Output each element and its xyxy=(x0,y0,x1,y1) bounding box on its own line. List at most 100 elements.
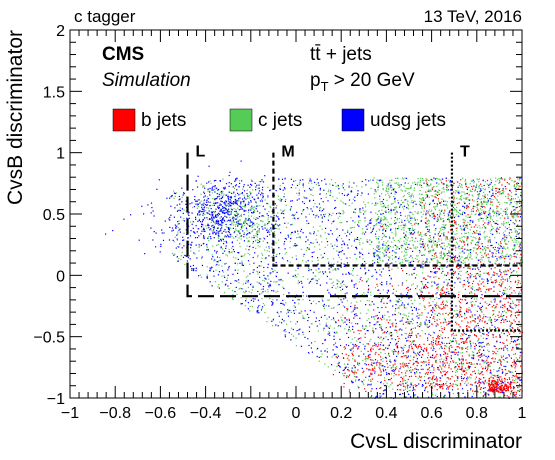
data-point xyxy=(411,318,413,320)
data-point xyxy=(504,346,506,348)
data-point xyxy=(413,200,415,202)
data-point xyxy=(484,227,486,229)
data-point xyxy=(376,314,378,316)
data-point xyxy=(519,325,521,328)
data-point xyxy=(371,316,373,318)
data-point xyxy=(405,355,407,357)
data-point xyxy=(223,292,226,294)
data-point xyxy=(375,323,377,325)
data-point xyxy=(444,352,446,354)
data-point xyxy=(229,191,231,194)
data-point xyxy=(478,242,480,244)
data-point xyxy=(385,263,387,265)
data-point xyxy=(247,201,250,203)
data-point xyxy=(351,311,353,313)
data-point xyxy=(470,388,472,390)
data-point xyxy=(352,381,354,383)
data-point xyxy=(373,370,375,372)
data-point xyxy=(384,218,386,220)
data-point xyxy=(443,384,445,386)
data-point xyxy=(439,313,441,315)
data-point xyxy=(466,379,468,381)
data-point xyxy=(473,182,475,184)
data-point xyxy=(428,385,430,387)
data-point xyxy=(395,368,397,370)
data-point xyxy=(476,241,478,243)
data-point xyxy=(307,278,309,280)
data-point xyxy=(263,270,265,273)
data-point xyxy=(335,356,337,358)
data-point xyxy=(405,187,407,189)
data-point xyxy=(420,232,422,234)
data-point xyxy=(497,195,499,197)
data-point xyxy=(230,212,232,214)
data-point xyxy=(464,299,466,301)
data-point xyxy=(449,258,451,260)
data-point xyxy=(511,390,513,392)
data-point xyxy=(459,314,461,316)
data-point xyxy=(393,220,396,222)
data-point xyxy=(490,300,492,302)
data-point xyxy=(289,261,291,263)
data-point xyxy=(250,225,252,227)
data-point xyxy=(382,259,384,262)
data-point xyxy=(452,201,455,204)
data-point xyxy=(318,278,320,280)
data-point xyxy=(502,390,504,392)
data-point xyxy=(355,307,357,309)
data-point xyxy=(500,284,502,286)
data-point xyxy=(474,304,476,306)
data-point xyxy=(196,205,198,207)
data-point xyxy=(298,217,300,219)
data-point xyxy=(319,225,321,227)
data-point xyxy=(458,185,460,187)
data-point xyxy=(439,257,441,259)
data-point xyxy=(457,224,460,226)
data-point xyxy=(354,297,356,299)
data-point xyxy=(493,380,496,382)
data-point xyxy=(382,244,384,247)
data-point xyxy=(331,233,333,235)
data-point xyxy=(514,370,517,372)
data-point xyxy=(449,361,452,363)
data-point xyxy=(301,311,303,313)
data-point xyxy=(271,325,274,327)
data-point xyxy=(436,244,438,246)
data-point xyxy=(495,255,497,257)
data-point xyxy=(427,212,429,214)
data-point xyxy=(282,280,284,282)
data-point xyxy=(234,187,236,189)
data-point xyxy=(454,249,457,251)
data-point xyxy=(319,207,321,209)
data-point xyxy=(433,238,435,240)
data-point xyxy=(398,389,400,391)
data-point xyxy=(454,216,456,218)
data-point xyxy=(450,302,452,305)
data-point xyxy=(226,277,229,279)
data-point xyxy=(500,285,502,287)
data-point xyxy=(430,343,432,345)
data-point xyxy=(311,323,313,325)
data-point xyxy=(444,248,446,250)
data-point xyxy=(461,212,464,214)
data-point xyxy=(439,255,442,257)
data-point xyxy=(518,185,520,187)
data-point xyxy=(184,254,186,256)
data-point xyxy=(439,294,441,296)
data-point xyxy=(410,383,412,385)
data-point xyxy=(498,311,500,313)
data-point xyxy=(440,192,442,194)
data-point xyxy=(380,363,382,365)
data-point xyxy=(475,224,477,226)
data-point xyxy=(469,221,471,223)
data-point xyxy=(426,182,428,184)
data-point xyxy=(465,381,467,383)
data-point xyxy=(405,375,407,377)
data-point xyxy=(449,181,451,183)
data-point xyxy=(446,261,448,263)
data-point xyxy=(428,354,430,356)
data-point xyxy=(443,371,445,373)
data-point xyxy=(507,387,509,389)
data-point xyxy=(359,241,361,244)
data-point xyxy=(479,308,481,310)
